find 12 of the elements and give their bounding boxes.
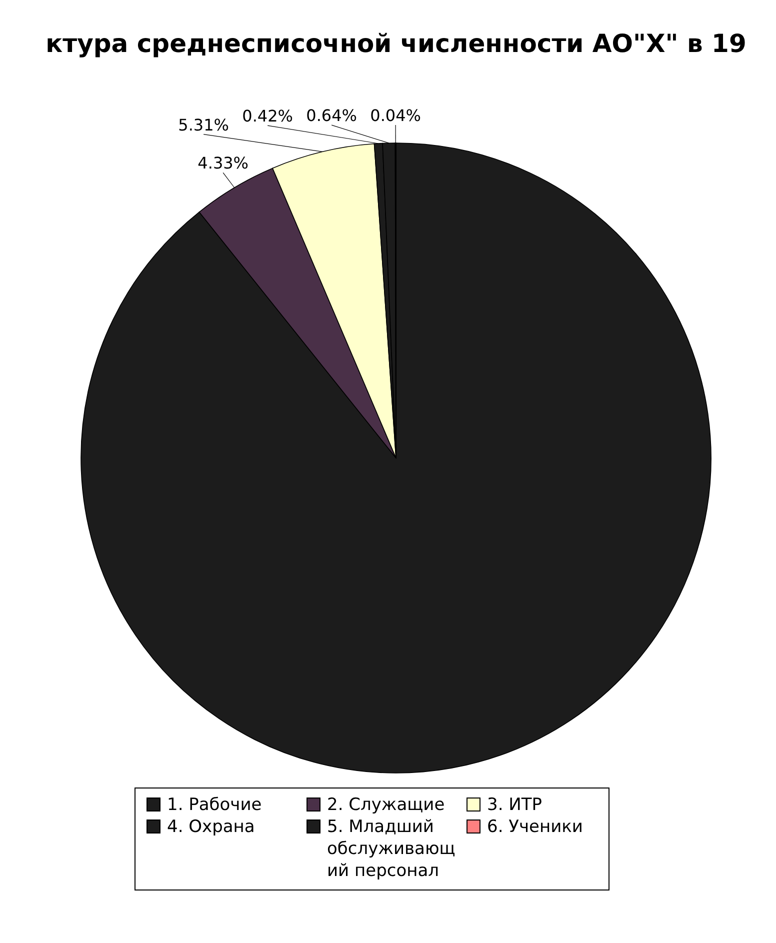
data-label: 5.31% bbox=[178, 115, 229, 134]
data-label: 0.04% bbox=[370, 106, 421, 125]
data-label: 0.64% bbox=[306, 106, 357, 126]
data-label: 0.42% bbox=[242, 106, 293, 126]
legend-label: 2. Служащие bbox=[327, 795, 445, 815]
legend-label: 6. Ученики bbox=[487, 817, 583, 837]
legend-label: 5. Младший обслуживающий персонал bbox=[327, 817, 456, 881]
legend-label: 3. ИТР bbox=[487, 795, 542, 815]
data-label: 4.33% bbox=[198, 154, 248, 173]
legend-label: 1. Рабочие bbox=[167, 795, 262, 815]
legend-label: 4. Охрана bbox=[167, 817, 255, 837]
chart-title: ктура среднесписочной численности АО"Х" в 19 bbox=[46, 29, 746, 58]
